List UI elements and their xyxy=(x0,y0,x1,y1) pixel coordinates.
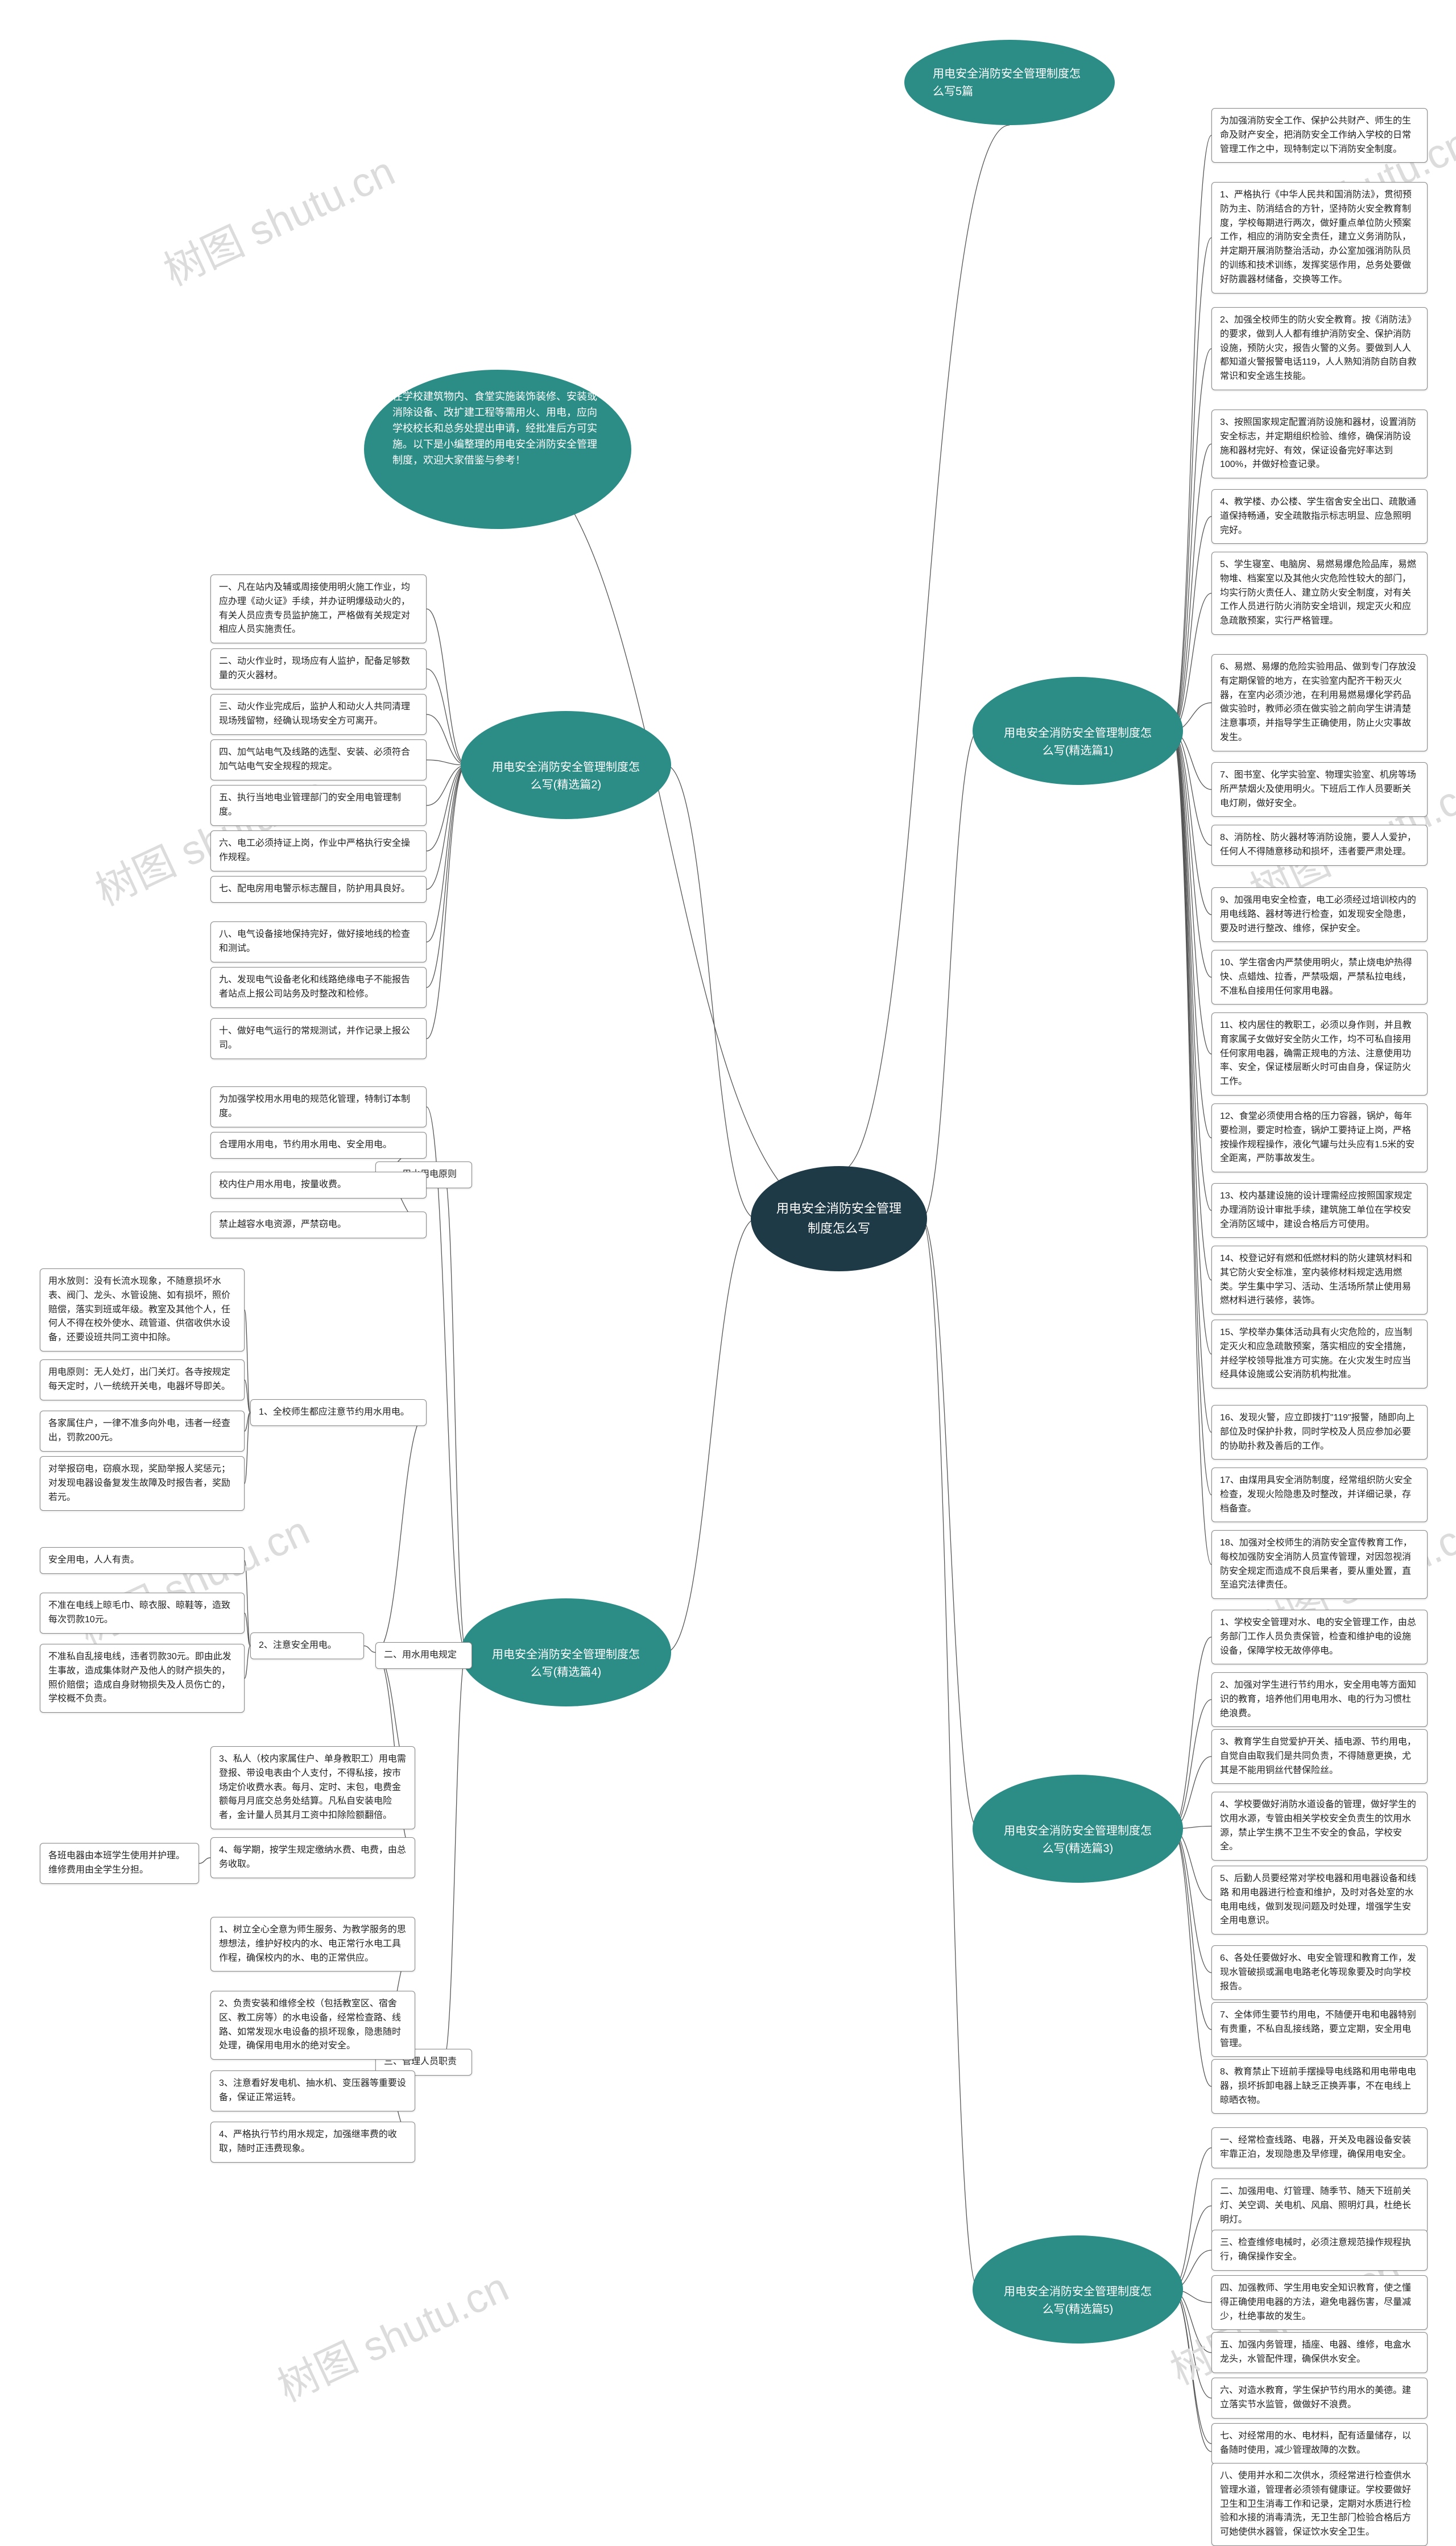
p3-leaf-6: 7、全体师生要节约用电，不随便开电和电器特别有贵重，不私自乱接线路，要立定期，安… xyxy=(1211,2002,1428,2057)
p1-leaf-3: 3、按照国家规定配置消防设施和器材，设置消防安全标志，并定期组织检验、维修，确保… xyxy=(1211,410,1428,478)
center-node: 用电安全消防安全管理制度怎么写 xyxy=(751,1166,927,1271)
p2-leaf-3: 四、加气站电气及线路的选型、安装、必须符合加气站电气安全规程的规定。 xyxy=(210,739,427,780)
p1-leaf-5: 5、学生寝室、电脑房、易燃易爆危险品库，易燃物堆、档案室以及其他火灾危险性较大的… xyxy=(1211,552,1428,635)
p5-leaf-5: 六、对造水教育，学生保护节约用水的美德。建立落实节水监管，做做好不浪费。 xyxy=(1211,2378,1428,2419)
p3-leaf-0: 1、学校安全管理对水、电的安全管理工作，由总务部门工作人员负责保管，检查和维护电… xyxy=(1211,1610,1428,1664)
p3-leaf-5: 6、各处任要做好水、电安全管理和教育工作，发现水管破损或漏电电路老化等现象要及时… xyxy=(1211,1945,1428,2000)
p5-leaf-2: 三、检查维修电械时，必须注意规范操作规程执行，确保操作安全。 xyxy=(1211,2230,1428,2271)
p1-leaf-15: 15、学校举办集体活动具有火灾危险的，应当制定灭火和应急疏散预案，落实相应的安全… xyxy=(1211,1320,1428,1388)
p1-leaf-10: 10、学生宿舍内严禁使用明火，禁止烧电炉热得快、点蜡烛、拉香，严禁吸烟，严禁私拉… xyxy=(1211,950,1428,1005)
p3-leaf-2: 3、教育学生自觉爱护开关、插电源、节约用电，自觉自由取我们是共同负责，不得随意更… xyxy=(1211,1729,1428,1784)
p5-leaf-1: 二、加强用电、灯管理、随季节、随天下班前关灯、关空调、关电机、风扇、照明灯具，杜… xyxy=(1211,2179,1428,2233)
p1-leaf-2: 2、加强全校师生的防火安全教育。按《消防法》的要求，做到人人都有维护消防安全、保… xyxy=(1211,307,1428,390)
p4-intro-leaf-0: 为加强学校用水用电的规范化管理，特制订本制度。 xyxy=(210,1086,427,1127)
p5-leaf-6: 七、对经常用的水、电材料，配有适量储存，以备随时使用，减少管理故障的次数。 xyxy=(1211,2423,1428,2464)
branch-p5: 用电安全消防安全管理制度怎么写(精选篇5) xyxy=(973,2235,1183,2344)
p3-leaf-4: 5、后勤人员要经常对学校电器和用电器设备和线路 和用电器进行检查和维护，及时对各… xyxy=(1211,1866,1428,1935)
p4-s3-leaf-1: 2、负责安装和维修全校（包括教室区、宿舍区、教工房等）的水电设备，经常检查路、线… xyxy=(210,1991,415,2060)
p4-s2d-leaf-0: 各班电器由本班学生使用并护理。维修费用由全学生分担。 xyxy=(40,1843,199,1884)
p2-leaf-6: 七、配电房用电警示标志醒目，防护用具良好。 xyxy=(210,876,427,903)
p5-leaf-0: 一、经常检查线路、电器，开关及电器设备安装牢靠正泊，发现隐患及早修理，确保用电安… xyxy=(1211,2127,1428,2168)
p5-leaf-4: 五、加强内务管理，插座、电器、维修，电盒水龙头，水管配件理，确保供水安全。 xyxy=(1211,2332,1428,2373)
branch-p4: 用电安全消防安全管理制度怎么写(精选篇4) xyxy=(461,1598,671,1706)
p4-s2a-leaf-0: 用水放则：没有长流水现象，不随意损坏水表、阀门、龙头、水管设施、如有损坏，照价赔… xyxy=(40,1268,245,1351)
p2-leaf-7: 八、电气设备接地保持完好，做好接地线的检查和测试。 xyxy=(210,921,427,962)
p2-leaf-1: 二、动火作业时，现场应有人监护，配备足够数量的灭火器材。 xyxy=(210,648,427,689)
p1-leaf-17: 17、由煤用具安全消防制度，经常组织防火安全检查，发现火险隐患及时整改，并详细记… xyxy=(1211,1468,1428,1522)
p1-leaf-4: 4、教学楼、办公楼、学生宿舍安全出口、疏散通道保持畅通，安全疏散指示标志明显、应… xyxy=(1211,489,1428,544)
p4-s2a-leaf-1: 用电原则：无人处灯，出门关灯。各寺按规定每天定时，八一统统开关电，电器坏导即关。 xyxy=(40,1359,245,1400)
p1-leaf-18: 18、加强对全校师生的消防安全宣传教育工作，每校加强防安全消防人员宣传管理，对因… xyxy=(1211,1530,1428,1599)
p4-s2b-leaf-2: 不准私自乱接电线，违者罚款30元。即由此发生事故，造成集体财产及他人的财产损失的… xyxy=(40,1644,245,1713)
p2-leaf-2: 三、动火作业完成后，监护人和动火人共同清理现场残留物，经确认现场安全方可离开。 xyxy=(210,694,427,735)
p3-leaf-3: 4、学校要做好消防水道设备的管理，做好学生的饮用水源，专管由相关学校安全负责生的… xyxy=(1211,1792,1428,1861)
p4-s2a-leaf-2: 各家属住户，一律不准多向外电，违者一经查出，罚款200元。 xyxy=(40,1411,245,1452)
p1-leaf-11: 11、校内居住的教职工，必须以身作则，并且教育家属子女做好安全防火工作，均不可私… xyxy=(1211,1012,1428,1096)
p4-s2b-leaf-1: 不准在电线上晾毛巾、晾衣服、晾鞋等，造致每次罚款10元。 xyxy=(40,1593,245,1634)
p1-leaf-9: 9、加强用电安全检查，电工必须经过培训校内的用电线路、器材等进行检查，如发现安全… xyxy=(1211,887,1428,942)
p3-leaf-1: 2、加强对学生进行节约用水，安全用电等方面知识的教育，培养他们用电用水、电的行为… xyxy=(1211,1672,1428,1727)
branch-p2: 用电安全消防安全管理制度怎么写(精选篇2) xyxy=(461,711,671,819)
p4-s2-hdr-leaf-2: 2、注意安全用电。 xyxy=(250,1632,364,1659)
p1-leaf-16: 16、发现火警，应立即拨打"119"报警，随即向上部位及时保护扑救，同时学校及人… xyxy=(1211,1405,1428,1460)
p5-leaf-7: 八、使用并水和二次供水，须经常进行检查供水管理水道，管理者必须领有健康证。学校要… xyxy=(1211,2463,1428,2546)
p5-leaf-3: 四、加强教师、学生用电安全知识教育，使之懂得正确使用电器的方法，避免电器伤害，尽… xyxy=(1211,2275,1428,2330)
p1-leaf-0: 为加强消防安全工作、保护公共财产、师生的生命及财产安全，把消防安全工作纳入学校的… xyxy=(1211,108,1428,163)
p2-leaf-4: 五、执行当地电业管理部门的安全用电管理制度。 xyxy=(210,785,427,826)
top-note: 用电安全消防安全管理制度怎么写5篇 xyxy=(904,40,1115,125)
p2-leaf-9: 十、做好电气运行的常规测试，并作记录上报公司。 xyxy=(210,1018,427,1059)
p4-s2b-leaf-0: 安全用电，人人有责。 xyxy=(40,1547,245,1574)
p4-s1-leaf-1: 校内住户用水用电，按量收费。 xyxy=(210,1172,427,1198)
p2-leaf-8: 九、发现电气设备老化和线路绝缘电子不能报告者站点上报公司站务及时整改和检修。 xyxy=(210,967,427,1008)
branch-p3: 用电安全消防安全管理制度怎么写(精选篇3) xyxy=(973,1775,1183,1883)
p4-s2-hdr-leaf-1: 1、全校师生都应注意节约用水用电。 xyxy=(250,1399,427,1426)
p2-leaf-5: 六、电工必须持证上岗，作业中严格执行安全操作规程。 xyxy=(210,830,427,871)
p4-s2-hdr-leaf-4: 4、每学期，按学生规定缴纳水费、电费，由总务收取。 xyxy=(210,1837,415,1878)
p4-s3-leaf-3: 4、严格执行节约用水规定，加强继率费的收取，随时正违费现象。 xyxy=(210,2122,415,2163)
p1-leaf-1: 1、严格执行《中华人民共和国消防法》，贯彻预防为主、防消结合的方针，坚持防火安全… xyxy=(1211,182,1428,294)
branch-intro: 在学校建筑物内、食堂实施装饰装修、安装或消除设备、改扩建工程等需用火、用电，应向… xyxy=(364,370,631,529)
p4-s3-leaf-2: 3、注意看好发电机、抽水机、变压器等重要设备，保证正常运转。 xyxy=(210,2070,415,2111)
p4-sec2-label: 二、用水用电规定 xyxy=(375,1642,472,1669)
p4-s2-hdr-leaf-3: 3、私人（校内家属住户、单身教职工）用电需登报、带设电表由个人支付，不得私接，按… xyxy=(210,1746,415,1829)
p1-leaf-14: 14、校登记好有燃和低燃材料的防火建筑材料和其它防火安全标准，室内装修材料规定选… xyxy=(1211,1246,1428,1315)
p3-leaf-7: 8、教育禁止下班前手摆操导电线路和用电带电电器，损坏拆卸电器上缺乏正换弄事，不在… xyxy=(1211,2059,1428,2114)
p4-s3-leaf-0: 1、树立全心全意为师生服务、为教学服务的思想想法，维护好校内的水、电正常行水电工… xyxy=(210,1917,415,1972)
p2-leaf-0: 一、凡在站内及辅或周接使用明火施工作业，均应办理《动火证》手续，并办证明爆级动火… xyxy=(210,574,427,643)
p1-leaf-7: 7、图书室、化学实验室、物理实验室、机房等场所严禁烟火及使用明火。下班后工作人员… xyxy=(1211,762,1428,817)
p4-s2a-leaf-3: 对举报窃电，窃痕水现，奖励举报人奖惩元；对发现电器设备复发生故障及时报告者，奖励… xyxy=(40,1456,245,1511)
p1-leaf-13: 13、校内基建设施的设计理需经应按照国家规定办理消防设计审批手续，建筑施工单位在… xyxy=(1211,1183,1428,1238)
p1-leaf-12: 12、食堂必须使用合格的压力容器，锅炉，每年要检测，要定时检查，锅炉工要持证上岗… xyxy=(1211,1103,1428,1172)
p4-s1-leaf-0: 合理用水用电，节约用水用电、安全用电。 xyxy=(210,1132,427,1159)
p1-leaf-6: 6、易燃、易爆的危险实验用品、做到专门存放没有定期保管的地方，在实验室内配齐干粉… xyxy=(1211,654,1428,751)
p4-s1-leaf-2: 禁止越容水电资源，严禁窃电。 xyxy=(210,1212,427,1238)
p1-leaf-8: 8、消防栓、防火器材等消防设施，要人人爱护，任何人不得随意移动和损坏，违者要严肃… xyxy=(1211,825,1428,866)
branch-p1: 用电安全消防安全管理制度怎么写(精选篇1) xyxy=(973,677,1183,785)
